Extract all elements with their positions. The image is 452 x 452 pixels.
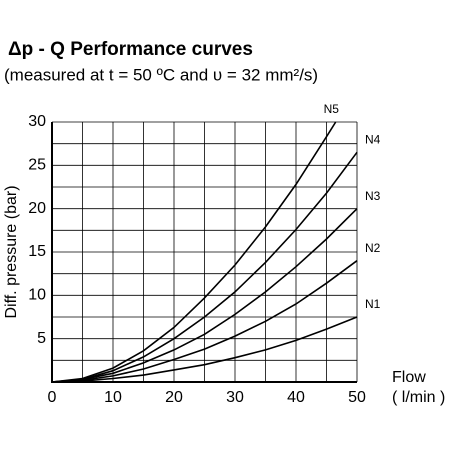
series-label: N2 — [365, 241, 381, 255]
y-tick-label: 15 — [28, 243, 46, 260]
series-label: N1 — [365, 297, 381, 311]
y-tick-label: 30 — [28, 113, 46, 130]
y-tick-label: 25 — [28, 157, 46, 174]
y-tick-label: 20 — [28, 200, 46, 217]
series-label: N4 — [365, 133, 381, 147]
x-axis-label: Flow — [392, 369, 426, 386]
curve — [51, 260, 358, 383]
chart-title: Δp - Q Performance curves — [8, 39, 253, 60]
curve — [51, 121, 337, 383]
chart-subtitle: (measured at t = 50 ºC and υ = 32 mm²/s) — [4, 65, 318, 84]
x-tick-label: 0 — [48, 389, 57, 406]
curve — [51, 316, 358, 383]
curve — [51, 151, 358, 383]
x-tick-label: 10 — [104, 389, 122, 406]
x-tick-label: 50 — [348, 389, 366, 406]
x-axis-unit: ( l/min ) — [392, 389, 445, 406]
series-label: N3 — [365, 189, 381, 203]
curve — [51, 208, 358, 383]
x-tick-label: 20 — [165, 389, 183, 406]
y-axis-label: Diff. pressure (bar) — [3, 185, 20, 318]
x-tick-label: 40 — [287, 389, 305, 406]
x-tick-label: 30 — [226, 389, 244, 406]
y-tick-label: 5 — [37, 330, 46, 347]
series-label: N5 — [324, 102, 340, 116]
y-tick-label: 10 — [28, 287, 46, 304]
